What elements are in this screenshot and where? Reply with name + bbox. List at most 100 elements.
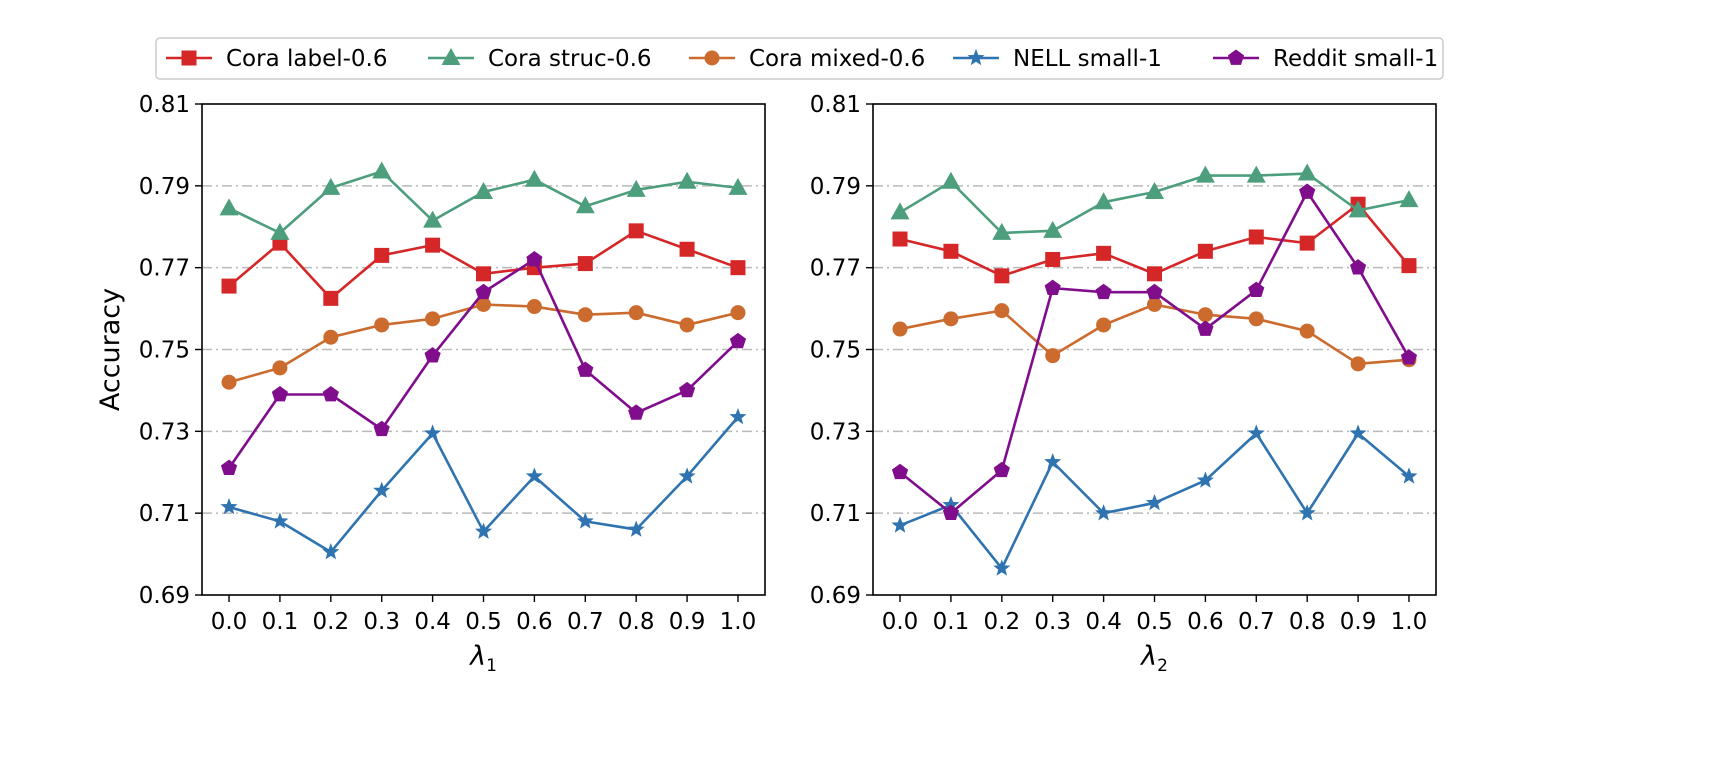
data-point	[373, 420, 390, 437]
data-point	[1246, 165, 1266, 183]
legend-item-reddit-small-1: Reddit small-1	[1213, 46, 1438, 72]
data-point	[474, 522, 493, 539]
data-point	[322, 543, 340, 560]
data-point	[526, 250, 543, 267]
data-point	[993, 461, 1010, 478]
data-point	[524, 169, 544, 187]
x-tick-label: 0.1	[262, 609, 299, 635]
series-cora-struc-0-6	[890, 163, 1419, 240]
data-point	[476, 266, 491, 282]
data-point	[891, 516, 909, 533]
x-tick-label: 0.0	[882, 609, 919, 635]
data-point	[525, 467, 543, 484]
data-point	[221, 374, 237, 390]
data-point	[1350, 259, 1367, 275]
data-point	[1195, 165, 1215, 183]
x-tick-label: 0.2	[313, 609, 350, 635]
legend-marker	[1227, 49, 1245, 65]
data-point	[1145, 493, 1164, 511]
data-point	[1401, 258, 1417, 274]
data-point	[1400, 467, 1418, 484]
x-tick-label: 0.4	[414, 609, 451, 635]
legend: Cora label-0.6 Cora struc-0.6 Cora mixed-0…	[155, 37, 1444, 80]
data-point	[1197, 320, 1214, 336]
x-tick-label: 0.6	[516, 609, 553, 635]
y-tick-label: 0.79	[810, 174, 861, 200]
data-point	[891, 463, 909, 480]
data-point	[678, 467, 696, 484]
data-point	[1297, 163, 1317, 181]
y-tick-label: 0.73	[810, 419, 861, 445]
data-point	[1348, 200, 1368, 218]
data-point	[270, 222, 290, 240]
x-tick-label: 0.9	[669, 609, 706, 635]
data-point	[993, 559, 1011, 576]
x-tick-label: 0.2	[984, 609, 1021, 635]
data-point	[476, 296, 491, 312]
data-point	[1145, 181, 1164, 199]
data-point	[1400, 349, 1418, 365]
data-point	[577, 256, 593, 272]
data-point	[943, 311, 959, 327]
data-point	[942, 495, 960, 513]
data-point	[1299, 323, 1315, 339]
data-point	[627, 520, 645, 537]
x-tick-label: 1.0	[1391, 609, 1428, 635]
data-point	[1045, 251, 1061, 267]
x-tick-label: 0.8	[618, 609, 655, 635]
data-point	[1197, 243, 1213, 259]
data-point	[729, 408, 747, 425]
x-tick-label: 0.9	[1340, 609, 1377, 635]
legend-label: Cora struc-0.6	[488, 46, 652, 72]
y-tick-label: 0.77	[810, 256, 861, 282]
data-point	[423, 210, 443, 228]
x-tick-label: 0.3	[363, 609, 400, 635]
data-point	[1248, 281, 1265, 298]
data-point	[424, 347, 441, 363]
data-point	[628, 404, 645, 420]
x-tick-label: 0.7	[567, 609, 604, 635]
data-point	[994, 303, 1010, 319]
data-point	[943, 243, 959, 259]
data-point	[1248, 229, 1264, 245]
y-tick-label: 0.71	[810, 501, 861, 527]
data-point	[1043, 220, 1063, 238]
x-tick-label: 0.7	[1238, 609, 1275, 635]
legend-label: NELL small-1	[1013, 46, 1162, 72]
data-point	[323, 290, 339, 306]
data-point	[323, 329, 339, 345]
legend-label: Cora label-0.6	[226, 46, 388, 72]
data-point	[730, 305, 746, 321]
data-point	[941, 171, 961, 189]
y-axis-label: Accuracy	[95, 288, 126, 411]
x-tick-label: 1.0	[720, 609, 757, 635]
x-axis-label: λ1	[468, 641, 497, 676]
data-point	[1096, 317, 1112, 333]
series-reddit-small-1	[220, 250, 747, 476]
y-tick-label: 0.75	[139, 338, 190, 364]
data-point	[425, 237, 441, 253]
y-tick-label: 0.71	[139, 501, 190, 527]
series-nell-small-1	[891, 424, 1418, 576]
right-chart-panel: 0.69 0.71 0.73 0.75 0.77 0.79 0.81 0.0 0.1 0.2 0.3…	[810, 92, 1437, 676]
series-reddit-small-1	[891, 183, 1418, 521]
data-point	[271, 512, 289, 529]
data-point	[1045, 348, 1061, 364]
data-point	[1247, 424, 1265, 441]
data-point	[679, 381, 696, 398]
left-chart-panel: 0.69 0.71 0.73 0.75 0.77 0.79 0.81 0.0 0.1 0.2 0.3…	[95, 92, 766, 676]
data-point	[373, 481, 391, 498]
x-tick-label: 0.0	[211, 609, 248, 635]
y-tick-label: 0.77	[139, 256, 190, 282]
legend-marker	[441, 48, 461, 65]
data-point	[424, 424, 442, 441]
x-tick-label: 0.5	[1136, 609, 1173, 635]
y-tick-label: 0.81	[810, 92, 861, 118]
data-point	[577, 361, 594, 377]
data-point	[526, 299, 542, 315]
data-point	[372, 161, 392, 179]
data-point	[577, 307, 593, 323]
data-point	[321, 177, 341, 195]
data-point	[679, 241, 695, 257]
